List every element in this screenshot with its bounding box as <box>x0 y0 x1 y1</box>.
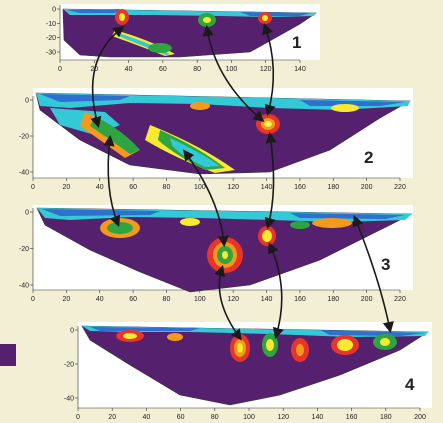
x-tick-label: 160 <box>294 184 306 191</box>
x-tick-label: 100 <box>194 296 206 303</box>
panel-2: 0 -20 -40 0 20 40 60 80 100 120 140 160 180 200 220 2 <box>19 88 413 191</box>
x-tick-label: 100 <box>226 66 238 73</box>
panel-3-y-axis: 0 -20 -40 <box>19 208 34 290</box>
x-tick-label: 140 <box>261 184 273 191</box>
x-tick-label: 80 <box>163 184 171 191</box>
arrow-1-2-left <box>90 26 125 129</box>
x-tick-label: 20 <box>62 296 70 303</box>
x-tick-label: 80 <box>211 414 219 421</box>
x-tick-label: 60 <box>177 414 185 421</box>
arrow-2-3-mid <box>183 149 229 248</box>
x-tick-label: 40 <box>143 414 151 421</box>
arrow-3-4-mid <box>268 242 284 340</box>
x-tick-label: 220 <box>394 184 406 191</box>
y-tick-label: -10 <box>46 21 56 28</box>
x-tick-label: 120 <box>227 184 239 191</box>
x-tick-label: 140 <box>294 66 306 73</box>
y-tick-label: -20 <box>64 362 74 369</box>
y-tick-label: -40 <box>19 170 29 177</box>
x-tick-label: 100 <box>243 414 255 421</box>
panel-3: 0 -20 -40 0 20 40 60 80 100 120 140 160 180 200 220 3 <box>19 205 413 303</box>
x-tick-label: 60 <box>159 66 167 73</box>
x-tick-label: 20 <box>108 414 116 421</box>
x-tick-label: 180 <box>327 296 339 303</box>
x-tick-label: 80 <box>193 66 201 73</box>
x-tick-label: 200 <box>361 184 373 191</box>
panel-1-y-axis: 0 -10 -20 -30 <box>46 5 61 60</box>
arrow-3-4-right <box>352 215 394 334</box>
panel-4: 0 -20 -40 0 20 40 60 80 100 120 140 160 180 200 4 <box>64 322 432 421</box>
y-tick-label: 0 <box>25 210 29 217</box>
x-tick-label: 80 <box>163 296 171 303</box>
x-tick-label: 160 <box>346 414 358 421</box>
panel-1: 0-10-20-30 0 20 40 60 80 100 120 140 1 <box>46 4 320 73</box>
x-tick-label: 180 <box>327 184 339 191</box>
x-tick-label: 20 <box>62 184 70 191</box>
x-tick-label: 0 <box>76 414 80 421</box>
y-tick-label: 0 <box>25 98 29 105</box>
y-tick-label: 0 <box>52 7 56 14</box>
x-tick-label: 140 <box>261 296 273 303</box>
x-tick-label: 120 <box>277 414 289 421</box>
panel-3-x-axis: 0 20 40 60 80 100 120 140 160 180 200 220 <box>31 289 406 303</box>
x-tick-label: 40 <box>125 66 133 73</box>
x-tick-label: 0 <box>58 66 62 73</box>
x-tick-label: 0 <box>31 184 35 191</box>
x-tick-label: 200 <box>361 296 373 303</box>
x-tick-label: 160 <box>294 296 306 303</box>
panel-4-y-axis: 0 -20 -40 <box>64 326 79 408</box>
y-tick-label: -20 <box>19 134 29 141</box>
panel-1-label: 1 <box>292 33 301 52</box>
y-tick-label: -40 <box>19 283 29 290</box>
x-tick-label: 180 <box>380 414 392 421</box>
x-tick-label: 0 <box>31 296 35 303</box>
x-tick-label: 120 <box>260 66 272 73</box>
x-tick-label: 60 <box>129 296 137 303</box>
arrow-2-3-left <box>103 134 121 227</box>
panel-3-label: 3 <box>381 255 390 274</box>
panel-4-anomalies <box>82 326 428 362</box>
x-tick-label: 40 <box>96 184 104 191</box>
x-tick-label: 100 <box>194 184 206 191</box>
x-tick-label: 140 <box>312 414 324 421</box>
panel-2-x-axis: 0 20 40 60 80 100 120 140 160 180 200 220 <box>31 177 406 191</box>
x-tick-label: 40 <box>96 296 104 303</box>
arrow-1-2-right <box>262 22 276 117</box>
y-tick-label: 0 <box>70 328 74 335</box>
panel-2-y-axis: 0 -20 -40 <box>19 96 34 178</box>
panel-4-label: 4 <box>405 375 415 394</box>
x-tick-label: 120 <box>227 296 239 303</box>
x-tick-label: 220 <box>394 296 406 303</box>
y-tick-label: -30 <box>46 50 56 57</box>
panel-2-label: 2 <box>364 148 373 167</box>
y-tick-label: -20 <box>19 246 29 253</box>
arrow-1-2-mid <box>202 24 265 123</box>
x-tick-label: 200 <box>414 414 426 421</box>
arrow-2-3-right <box>264 131 277 230</box>
correlation-arrows <box>90 22 394 341</box>
legend-swatch <box>0 344 16 366</box>
y-tick-label: -40 <box>64 396 74 403</box>
panel-1-anomalies <box>63 9 316 56</box>
arrow-3-4-left <box>214 264 242 341</box>
panel-4-x-axis: 0 20 40 60 80 100 120 140 160 180 200 <box>76 407 426 421</box>
x-tick-label: 60 <box>129 184 137 191</box>
y-tick-label: -20 <box>46 35 56 42</box>
